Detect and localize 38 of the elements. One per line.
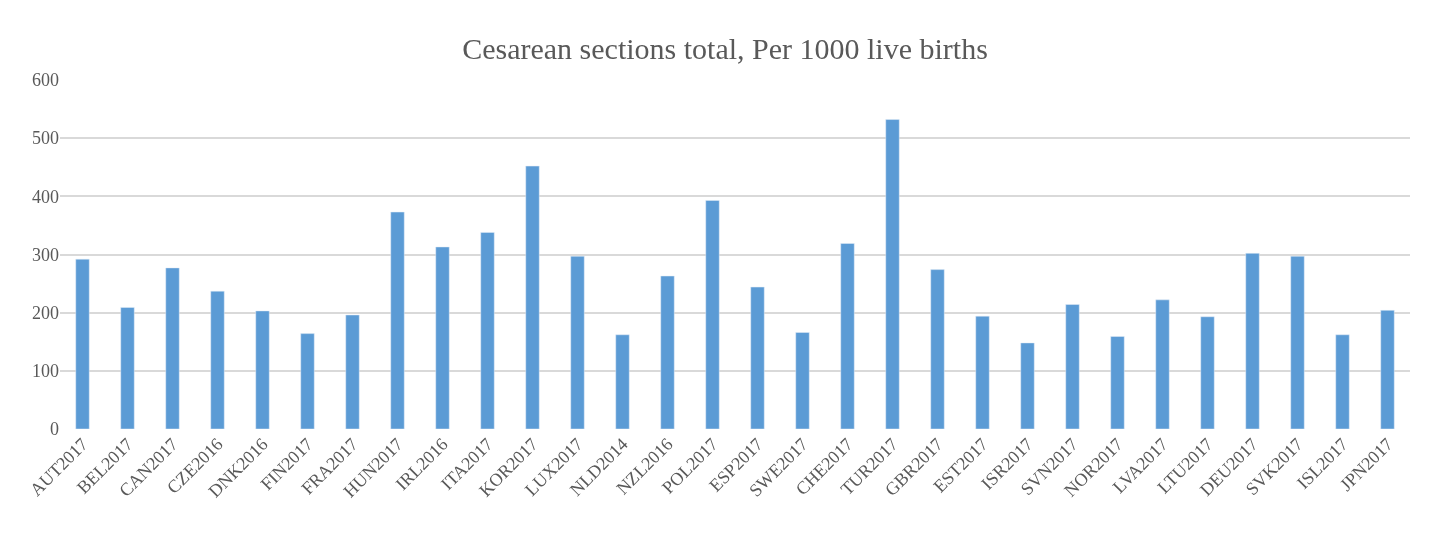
y-tick-label: 300 xyxy=(32,244,59,265)
y-tick-label: 600 xyxy=(32,70,59,91)
bar xyxy=(975,315,990,429)
bar xyxy=(705,200,720,429)
bar xyxy=(525,165,540,429)
bar xyxy=(255,310,270,429)
bar xyxy=(615,334,630,429)
bar xyxy=(1110,336,1125,429)
bar xyxy=(1335,334,1350,429)
y-tick-label: 200 xyxy=(32,302,59,323)
bar xyxy=(1380,310,1395,429)
bar xyxy=(345,314,360,429)
bar xyxy=(120,307,135,429)
bar xyxy=(435,246,450,429)
bar xyxy=(1290,256,1305,429)
bar xyxy=(1245,253,1260,429)
bar xyxy=(840,243,855,429)
y-tick-label: 400 xyxy=(32,186,59,207)
bar xyxy=(300,333,315,429)
bar xyxy=(1020,342,1035,429)
bar xyxy=(570,256,585,429)
chart-title: Cesarean sections total, Per 1000 live births xyxy=(462,32,988,66)
bar xyxy=(750,286,765,429)
bar xyxy=(75,258,90,429)
bar xyxy=(1155,299,1170,429)
bar xyxy=(480,232,495,429)
bar xyxy=(1065,304,1080,429)
bar xyxy=(930,269,945,429)
bar xyxy=(885,119,900,429)
bar xyxy=(795,332,810,429)
y-tick-label: 100 xyxy=(32,361,59,382)
bar xyxy=(660,275,675,429)
bar xyxy=(1200,316,1215,429)
bar xyxy=(210,290,225,429)
y-tick-label: 500 xyxy=(32,128,59,149)
y-tick-label: 0 xyxy=(50,419,59,440)
bar xyxy=(165,267,180,429)
bar xyxy=(390,211,405,429)
